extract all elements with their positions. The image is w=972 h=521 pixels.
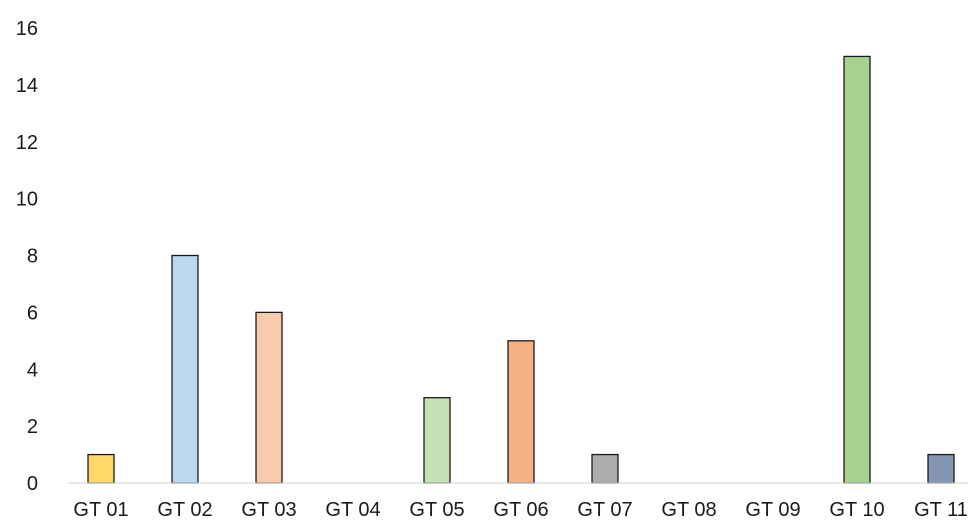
- x-tick-label: GT 01: [73, 499, 128, 521]
- x-tick-label: GT 06: [493, 499, 548, 521]
- y-tick-label: 0: [27, 473, 38, 495]
- x-tick-label: GT 07: [577, 499, 632, 521]
- y-tick-label: 2: [27, 416, 38, 438]
- x-tick-label: GT 11: [914, 499, 968, 521]
- y-tick-label: 10: [16, 189, 38, 211]
- x-tick-label: GT 03: [241, 499, 296, 521]
- y-tick-label: 6: [27, 302, 38, 324]
- y-axis: 0 2 4 6 8 10 12 14 16: [16, 18, 38, 495]
- bar-gt-11: [927, 453, 955, 484]
- bar-gt-10: [843, 55, 871, 484]
- bar-gt-05: [423, 397, 451, 484]
- x-tick-label: GT 09: [745, 499, 800, 521]
- bars: [87, 55, 955, 484]
- y-tick-label: 16: [16, 18, 38, 40]
- x-tick-label: GT 10: [829, 499, 884, 521]
- bar-gt-07: [591, 453, 619, 484]
- x-tick-label: GT 08: [661, 499, 716, 521]
- bar-gt-06: [507, 340, 535, 484]
- bar-gt-01: [87, 453, 115, 484]
- x-tick-label: GT 02: [157, 499, 212, 521]
- x-axis: GT 01 GT 02 GT 03 GT 04 GT 05 GT 06 GT 07 GT 08…: [68, 482, 968, 521]
- y-tick-label: 4: [27, 359, 38, 381]
- y-tick-label: 12: [16, 132, 38, 154]
- y-tick-label: 8: [27, 246, 38, 268]
- x-tick-label: GT 04: [325, 499, 380, 521]
- y-tick-label: 14: [16, 75, 38, 97]
- bar-gt-02: [171, 254, 199, 484]
- bar-gt-03: [255, 311, 283, 484]
- x-tick-label: GT 05: [409, 499, 464, 521]
